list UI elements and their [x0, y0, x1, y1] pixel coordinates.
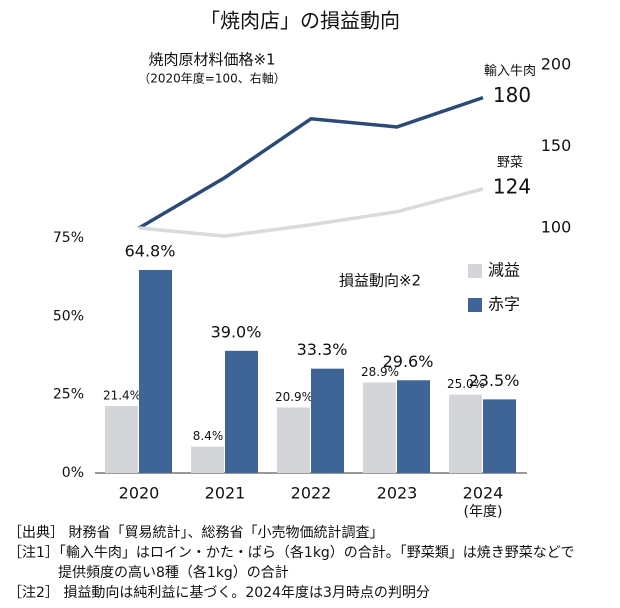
y2-tick-label: 200	[541, 55, 572, 74]
line	[138, 95, 484, 230]
y-tick-label: 0%	[62, 465, 84, 481]
legend-swatch	[468, 298, 482, 312]
y2-tick-label: 100	[541, 218, 572, 237]
chart-title: 「焼肉店」の損益動向	[200, 9, 400, 33]
bar	[449, 394, 482, 473]
bar	[225, 350, 258, 473]
note: ［出典］ 財務省「貿易統計」、総務省「小売物価統計調査」	[8, 525, 383, 541]
bar	[363, 382, 396, 473]
line	[138, 187, 484, 238]
value-label: 29.6%	[383, 352, 434, 371]
bar	[191, 446, 224, 473]
legend-swatch	[468, 264, 482, 278]
annotation: 焼肉原材料価格※1	[148, 51, 275, 69]
note: 提供頻度の高い8種（各1kg）の合計	[58, 564, 289, 581]
x-tick-label: 2021	[205, 484, 246, 503]
annotation: （2020年度=100、右軸）	[138, 71, 286, 86]
x-tick-label: 2023	[377, 484, 418, 503]
value-label: 23.5%	[469, 371, 520, 390]
value-label: 39.0%	[211, 322, 262, 341]
y-tick-label: 50%	[53, 308, 84, 324]
legend-label: 赤字	[488, 295, 520, 314]
value-label: 20.9%	[275, 390, 313, 404]
value-label: 21.4%	[103, 388, 141, 402]
value-label: 33.3%	[297, 340, 348, 359]
x-tick-label: 2020	[119, 484, 160, 503]
x-axis-label: (年度)	[464, 504, 503, 520]
line-value-label: 180	[493, 83, 531, 107]
legend-label: 減益	[488, 261, 520, 280]
value-label: 8.4%	[193, 429, 224, 443]
bar	[483, 399, 516, 473]
y-tick-label: 75%	[53, 230, 84, 246]
x-tick-label: 2024	[463, 484, 504, 503]
note: ［注2］ 損益動向は純利益に基づく。2024年度は3月時点の判明分	[8, 584, 430, 601]
y-tick-label: 25%	[53, 387, 84, 403]
value-label: 28.9%	[361, 365, 399, 379]
bar	[397, 380, 430, 473]
line-value-label: 124	[493, 174, 531, 198]
x-tick-label: 2022	[291, 484, 332, 503]
bar	[277, 407, 310, 473]
value-label: 25.0%	[447, 377, 485, 391]
annotation: 損益動向※2	[339, 272, 421, 290]
line-name: 野菜	[497, 155, 523, 170]
note: ［注1］「輸入牛肉」はロイン・かた・ばら（各1kg）の合計。「野菜類」は焼き野菜…	[8, 545, 575, 561]
value-label: 64.8%	[125, 241, 176, 260]
line-name: 輸入牛肉	[484, 64, 536, 79]
bar	[105, 405, 138, 473]
bar	[311, 368, 344, 473]
y2-tick-label: 150	[541, 136, 572, 155]
bar	[139, 269, 172, 473]
